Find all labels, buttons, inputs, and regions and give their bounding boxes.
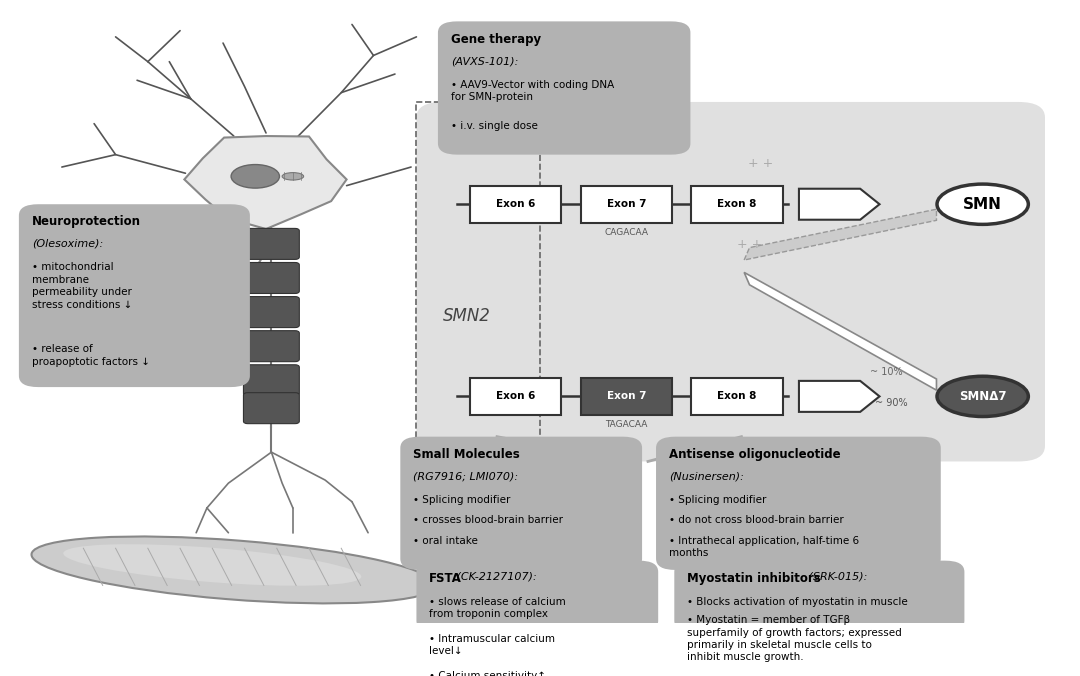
FancyBboxPatch shape [243,228,299,260]
Text: (CK-2127107):: (CK-2127107): [453,572,537,582]
Text: • Blocks activation of myostatin in muscle: • Blocks activation of myostatin in musc… [687,597,908,606]
Text: SMN1: SMN1 [443,120,491,139]
FancyBboxPatch shape [243,331,299,362]
Polygon shape [744,209,936,260]
FancyBboxPatch shape [656,437,941,570]
Text: SMN2: SMN2 [443,308,491,325]
Text: • Intramuscular calcium
level↓: • Intramuscular calcium level↓ [430,634,555,656]
FancyBboxPatch shape [437,22,690,155]
Bar [581,186,672,223]
FancyBboxPatch shape [674,560,964,632]
Text: (Nusinersen):: (Nusinersen): [669,471,744,481]
Bar [470,186,562,223]
Text: Exon 8: Exon 8 [717,391,757,402]
Bar [691,378,783,415]
Text: TAGACAA: TAGACAA [605,420,648,429]
Polygon shape [799,381,879,412]
Text: • crosses blood-brain barrier: • crosses blood-brain barrier [414,515,563,525]
Text: Small Molecules: Small Molecules [414,448,519,461]
Text: ~ 90%: ~ 90% [875,397,908,408]
Ellipse shape [937,377,1028,416]
Text: Gene therapy: Gene therapy [450,32,541,45]
Text: • oral intake: • oral intake [414,536,478,546]
Text: + +: + + [737,238,762,251]
Text: • Splicing modifier: • Splicing modifier [414,495,511,505]
Text: Antisense oligonucleotide: Antisense oligonucleotide [669,448,840,461]
FancyBboxPatch shape [18,204,249,387]
FancyBboxPatch shape [401,437,643,570]
Text: SMN: SMN [963,197,1002,212]
Text: CAGACAA: CAGACAA [605,228,648,237]
Text: (AVXS-101):: (AVXS-101): [450,56,518,66]
Text: 图1 脊髓性肌萎缩症（SMA）的热点治疗策略示意图: 图1 脊髓性肌萎缩症（SMA）的热点治疗策略示意图 [457,610,623,619]
Text: • slows release of calcium
from troponin complex: • slows release of calcium from troponin… [430,597,566,619]
Bar [581,378,672,415]
Text: Neuroprotection: Neuroprotection [31,216,140,228]
Text: • AAV9-Vector with coding DNA
for SMN-protein: • AAV9-Vector with coding DNA for SMN-pr… [450,80,615,102]
Ellipse shape [937,184,1028,224]
FancyBboxPatch shape [417,560,658,632]
Ellipse shape [282,172,303,180]
Text: + +: + + [747,158,773,170]
FancyBboxPatch shape [243,297,299,328]
Text: (RG7916; LMI070):: (RG7916; LMI070): [414,471,518,481]
Text: Exon 7: Exon 7 [607,199,646,210]
Ellipse shape [231,164,280,188]
Text: • mitochondrial
membrane
permeability under
stress conditions ↓: • mitochondrial membrane permeability un… [31,262,132,310]
Text: • release of
proapoptotic factors ↓: • release of proapoptotic factors ↓ [31,344,150,366]
Text: • do not cross blood-brain barrier: • do not cross blood-brain barrier [669,515,843,525]
Text: • i.v. single dose: • i.v. single dose [450,120,538,130]
Bar [470,378,562,415]
Text: SMNΔ7: SMNΔ7 [959,390,1007,403]
Text: Exon 6: Exon 6 [496,391,536,402]
Bar [417,102,540,462]
Text: (SRK-015):: (SRK-015): [806,572,867,582]
Text: Exon 8: Exon 8 [717,199,757,210]
Text: • Splicing modifier: • Splicing modifier [669,495,767,505]
FancyBboxPatch shape [243,262,299,293]
Text: Myostatin inhibitors: Myostatin inhibitors [687,572,821,585]
Text: ~ 10%: ~ 10% [869,366,903,377]
Polygon shape [799,189,879,220]
Ellipse shape [64,544,362,585]
Text: • Intrathecal application, half-time 6
months: • Intrathecal application, half-time 6 m… [669,536,859,558]
FancyBboxPatch shape [243,365,299,395]
Polygon shape [744,272,936,390]
Text: • Calcium sensitivity↑: • Calcium sensitivity↑ [430,671,546,676]
Text: FSTA: FSTA [430,572,462,585]
FancyBboxPatch shape [417,102,1045,462]
Text: Exon 7: Exon 7 [607,391,646,402]
Text: • Myostatin = member of TGFβ
superfamily of growth factors; expressed
primarily : • Myostatin = member of TGFβ superfamily… [687,615,902,662]
Ellipse shape [31,537,436,604]
Polygon shape [185,136,347,229]
Bar [691,186,783,223]
FancyBboxPatch shape [243,393,299,424]
Text: (Olesoxime):: (Olesoxime): [31,239,103,249]
Text: Exon 6: Exon 6 [496,199,536,210]
